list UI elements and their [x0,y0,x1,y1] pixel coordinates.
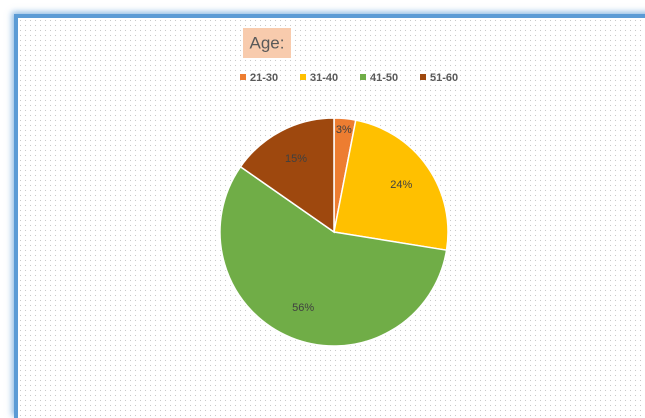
legend-swatch [300,74,306,80]
legend-label: 51-60 [430,72,458,84]
data-label: 3% [336,124,352,136]
data-label: 24% [390,179,412,191]
legend-label: 21-30 [250,72,278,84]
chart: Age: 21-30 31-40 41-50 51-60 3% 24% 56% 15% [219,28,458,347]
pie-slice [239,117,335,234]
page: {"chart_data": {"type": "pie", "title": … [14,14,645,418]
data-label: 56% [292,302,314,314]
pie-slice [219,165,448,347]
legend-swatch [240,74,246,80]
pie-slice [333,119,449,252]
legend-label: 41-50 [370,72,398,84]
title-background [243,28,291,58]
data-label: 15% [285,153,307,165]
legend-swatch [360,74,366,80]
legend-label: 31-40 [310,72,338,84]
chart-title: Age: [250,33,285,52]
legend-swatch [420,74,426,80]
